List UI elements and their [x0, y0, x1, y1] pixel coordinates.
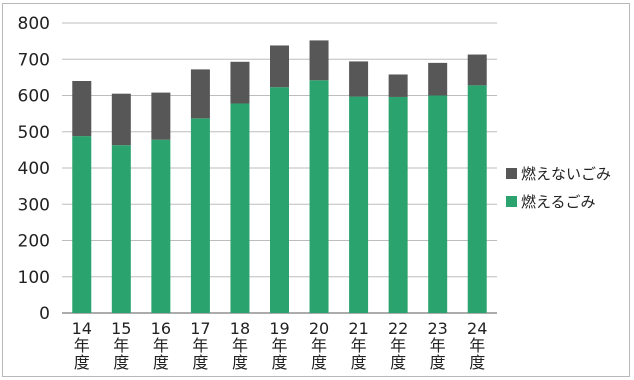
- x-tick-label: 21 年度: [348, 319, 368, 372]
- bar-nonburnable-0: [72, 81, 92, 137]
- y-axis: 0 100 200 300 400 500 600 700 800: [18, 14, 497, 324]
- legend-label: 燃えないごみ: [521, 165, 611, 183]
- bar-burnable-1: [111, 145, 131, 313]
- x-tick-label: 20 年度: [309, 319, 329, 372]
- y-tick-label: 100: [18, 268, 50, 288]
- bar-burnable-9: [428, 95, 448, 313]
- y-tick-label: 600: [18, 87, 50, 107]
- x-tick-label: 22 年度: [388, 319, 408, 372]
- bar-burnable-6: [309, 80, 329, 314]
- x-tick-label: 17 年度: [190, 319, 210, 372]
- bar-nonburnable-9: [428, 62, 448, 96]
- y-tick-label: 700: [18, 50, 50, 70]
- bar-burnable-3: [190, 118, 210, 314]
- bar-nonburnable-2: [151, 92, 171, 140]
- bar-burnable-7: [349, 96, 369, 314]
- y-tick-label: 500: [18, 123, 50, 143]
- bar-burnable-4: [230, 103, 250, 313]
- bar-nonburnable-7: [349, 61, 369, 97]
- bar-nonburnable-10: [467, 54, 487, 86]
- y-tick-label: 800: [18, 14, 50, 34]
- legend-label: 燃えるごみ: [521, 193, 596, 211]
- x-tick-label: 23 年度: [428, 319, 448, 372]
- bar-nonburnable-5: [270, 45, 289, 88]
- x-axis: 14 年度 15 年度 16 年度 17 年度 18 年度 19 年度 20 年度 21 年度 22 年度 23 年度…: [72, 319, 488, 372]
- bars: [72, 40, 487, 314]
- x-tick-label: 24 年度: [467, 319, 487, 372]
- x-tick-label: 15 年度: [111, 319, 131, 372]
- bar-nonburnable-1: [111, 93, 131, 146]
- legend-swatch: [506, 168, 517, 179]
- bar-nonburnable-3: [190, 69, 210, 119]
- y-tick-label: 0: [39, 304, 50, 324]
- legend-swatch: [506, 196, 517, 207]
- bar-nonburnable-6: [309, 40, 329, 81]
- x-tick-label: 14 年度: [72, 319, 92, 372]
- bar-burnable-0: [72, 136, 92, 313]
- y-tick-label: 400: [18, 159, 50, 179]
- bar-nonburnable-4: [230, 61, 250, 104]
- x-tick-label: 16 年度: [151, 319, 171, 372]
- bar-burnable-5: [270, 87, 289, 313]
- bar-burnable-2: [151, 139, 171, 313]
- bar-nonburnable-8: [388, 74, 408, 97]
- bar-burnable-8: [388, 96, 408, 313]
- x-tick-label: 18 年度: [230, 319, 250, 372]
- bar-burnable-10: [467, 85, 487, 313]
- y-tick-label: 200: [18, 232, 50, 252]
- x-tick-label: 19 年度: [269, 319, 289, 372]
- y-tick-label: 300: [18, 195, 50, 215]
